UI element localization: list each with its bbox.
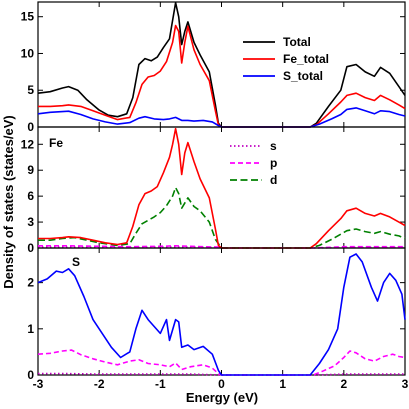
x-tick-label: -2 xyxy=(94,377,105,391)
x-tick-label: 0 xyxy=(218,377,225,391)
y-tick-label: 0 xyxy=(27,120,34,134)
y-tick-label: 6 xyxy=(27,189,34,203)
series-line-fe_total xyxy=(38,24,406,128)
y-tick-label: 2 xyxy=(27,276,34,290)
series-line-s_total xyxy=(37,107,406,128)
y-tick-label: 0 xyxy=(27,368,34,382)
series-line-p3-2 xyxy=(37,349,406,376)
legend-label-s_total: S_total xyxy=(283,69,323,83)
y-tick-label: 0 xyxy=(27,241,34,255)
panel-label: Fe xyxy=(49,136,63,150)
x-tick-label: 3 xyxy=(402,377,409,391)
x-tick-label: 2 xyxy=(340,377,347,391)
panel-label: S xyxy=(72,255,80,269)
y-tick-label: 1 xyxy=(27,322,34,336)
y-tick-label: 15 xyxy=(21,10,35,24)
x-tick-label: -3 xyxy=(33,377,44,391)
legend: Total Fe_total S_total xyxy=(243,35,329,83)
panel-frame xyxy=(37,247,406,376)
series-line-p3-1 xyxy=(38,372,405,376)
legend: spd xyxy=(230,139,277,187)
series-line-total xyxy=(37,1,406,128)
x-tick-label: 1 xyxy=(279,377,286,391)
y-tick-label: 5 xyxy=(27,83,34,97)
series-line-p3-3 xyxy=(37,253,406,376)
series-line-p2-4 xyxy=(38,127,406,249)
panel-3: 0 1 2 S xyxy=(27,247,406,382)
x-axis-title: Energy (eV) xyxy=(186,390,258,405)
panel-2: 0 3 6 9 12 Fe spd xyxy=(21,126,406,255)
y-axis-title: Density of states (states/eV) xyxy=(1,115,16,288)
legend-label-total: Total xyxy=(283,35,311,49)
series-line-p xyxy=(38,245,405,249)
panel-1: 0 5 10 15 Total Fe_total S_total xyxy=(21,1,406,134)
y-tick-label: 10 xyxy=(21,46,35,60)
legend-label-fe_total: Fe_total xyxy=(283,52,329,66)
legend-label-d: d xyxy=(270,173,277,187)
legend-label-p: p xyxy=(270,156,277,170)
legend-label-s: s xyxy=(270,139,277,153)
series-line-d xyxy=(38,186,406,249)
x-tick-label: -1 xyxy=(155,377,166,391)
y-tick-label: 12 xyxy=(21,137,35,151)
y-tick-label: 9 xyxy=(27,163,34,177)
y-tick-label: 3 xyxy=(27,215,34,229)
